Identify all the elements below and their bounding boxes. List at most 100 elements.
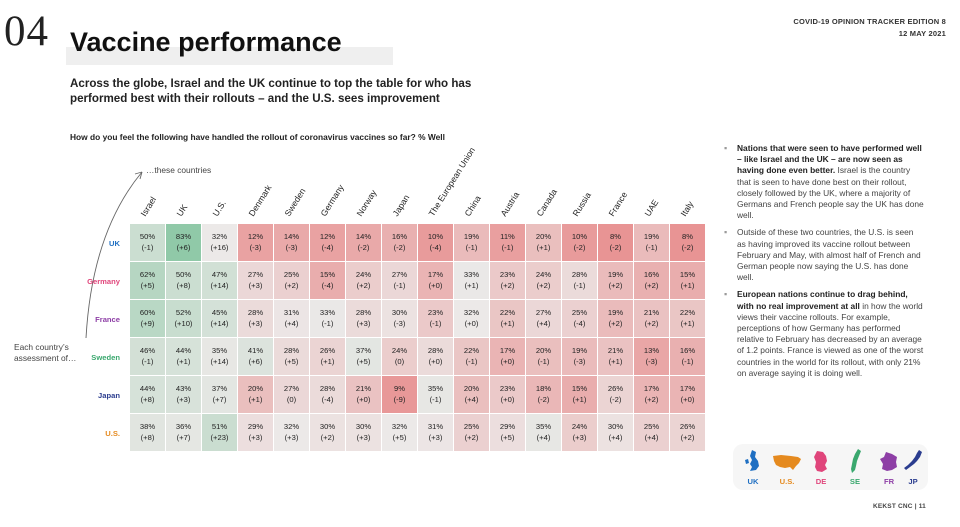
cell-change: (+8) [140, 433, 155, 442]
cell-percentage: 24% [355, 270, 372, 279]
cell-percentage: 52% [175, 308, 192, 317]
heatmap-cell: 19% (-3) [562, 338, 597, 375]
cell-percentage: 21% [607, 346, 624, 355]
cell-percentage: 33% [319, 308, 336, 317]
heatmap-cell: 35% (-1) [418, 376, 453, 413]
bullet-dot-icon: ▪ [724, 227, 728, 238]
commentary: ▪ Nations that were seen to have perform… [724, 143, 924, 385]
bullet-point: ▪ European nations continue to drag behi… [724, 289, 924, 379]
heatmap-cell: 16% (-1) [670, 338, 705, 375]
heatmap-cell: 50% (+8) [166, 262, 201, 299]
cell-change: (+1) [572, 395, 587, 404]
cell-percentage: 20% [535, 346, 552, 355]
cell-change: (+5) [392, 433, 407, 442]
heatmap-cell: 13% (-3) [634, 338, 669, 375]
bullet-bold-text: Nations that were seen to have performed… [737, 143, 922, 176]
heatmap-cell: 37% (+5) [346, 338, 381, 375]
heatmap-cell: 22% (-1) [454, 338, 489, 375]
cell-change: (-1) [465, 243, 478, 252]
heatmap-cell: 20% (+1) [238, 376, 273, 413]
legend-item-uk: UK [737, 444, 769, 490]
heatmap-cell: 19% (-1) [634, 224, 669, 261]
heatmap-cell: 17% (+0) [670, 376, 705, 413]
cell-change: (-3) [645, 357, 658, 366]
cell-change: (-2) [573, 243, 586, 252]
cell-change: (+2) [536, 281, 551, 290]
cell-change: (-4) [321, 395, 334, 404]
column-header-label: U.S. [210, 198, 228, 218]
edition-line: COVID-19 OPINION TRACKER EDITION 8 [793, 17, 946, 26]
heatmap-cell: 17% (+0) [418, 262, 453, 299]
cell-change: (+5) [140, 281, 155, 290]
cell-change: (-2) [609, 395, 622, 404]
cell-change: (+2) [644, 319, 659, 328]
heatmap-cell: 31% (+4) [274, 300, 309, 337]
cell-change: (+2) [608, 281, 623, 290]
cell-percentage: 30% [391, 308, 408, 317]
title-underline-band [66, 47, 393, 65]
cell-change: (+2) [500, 281, 515, 290]
cell-change: (+2) [608, 319, 623, 328]
cell-percentage: 29% [247, 422, 264, 431]
cell-change: (-3) [249, 243, 262, 252]
heatmap-cell: 36% (+7) [166, 414, 201, 451]
heatmap-cell: 20% (-1) [526, 338, 561, 375]
rows-axis-label: Each country’s assessment of… [14, 342, 77, 363]
cell-change: (+0) [500, 395, 515, 404]
column-header-label: Denmark [246, 183, 274, 218]
heatmap-cell: 25% (+2) [274, 262, 309, 299]
cell-change: (+0) [464, 319, 479, 328]
cell-change: (-1) [141, 357, 154, 366]
legend-label: UK [747, 477, 759, 486]
edition-date: 12 MAY 2021 [898, 29, 946, 38]
cell-percentage: 60% [139, 308, 156, 317]
heatmap-cell: 35% (+14) [202, 338, 237, 375]
heatmap-cell: 22% (+1) [670, 300, 705, 337]
heatmap-cell: 10% (-4) [418, 224, 453, 261]
cell-percentage: 14% [355, 232, 372, 241]
cell-percentage: 17% [427, 270, 444, 279]
heatmap-cell: 46% (-1) [130, 338, 165, 375]
cell-change: (-4) [321, 243, 334, 252]
heatmap-cell: 29% (+3) [238, 414, 273, 451]
heatmap-cell: 14% (-3) [274, 224, 309, 261]
heatmap-cell: 22% (+1) [490, 300, 525, 337]
column-header-label: Austria [498, 190, 522, 218]
cell-change: (-4) [573, 319, 586, 328]
heatmap-cell: 27% (-1) [382, 262, 417, 299]
heatmap-cell: 32% (+0) [454, 300, 489, 337]
cell-percentage: 8% [610, 232, 621, 241]
cell-percentage: 24% [571, 422, 588, 431]
japan-map-icon [904, 450, 922, 470]
column-header-label: Israel [138, 194, 159, 218]
cell-change: (+3) [248, 433, 263, 442]
footer-page-number: KEKST CNC | 11 [872, 503, 926, 510]
cell-change: (+16) [210, 243, 229, 252]
cell-change: (+3) [248, 281, 263, 290]
cell-percentage: 13% [643, 346, 660, 355]
heatmap-cell: 19% (+2) [598, 262, 633, 299]
heatmap-cell: 8% (-2) [598, 224, 633, 261]
heatmap-cell: 50% (-1) [130, 224, 165, 261]
cell-change: (+3) [248, 319, 263, 328]
heatmap-cell: 25% (+2) [454, 414, 489, 451]
cell-percentage: 20% [247, 384, 264, 393]
cell-change: (+6) [176, 243, 191, 252]
heatmap-cell: 12% (-4) [310, 224, 345, 261]
cell-change: (+2) [320, 433, 335, 442]
cell-change: (+8) [176, 281, 191, 290]
cell-percentage: 23% [499, 270, 516, 279]
cell-change: (-3) [285, 243, 298, 252]
bullet-text: in how the world views their vaccine rol… [737, 300, 924, 378]
heatmap-cell: 28% (+0) [418, 338, 453, 375]
row-label: France [95, 315, 120, 324]
cell-change: (-1) [681, 357, 694, 366]
cell-percentage: 28% [319, 384, 336, 393]
cell-change: (+5) [356, 357, 371, 366]
heatmap-cell: 23% (+2) [490, 262, 525, 299]
cell-percentage: 25% [283, 270, 300, 279]
heatmap-cell: 52% (+10) [166, 300, 201, 337]
heatmap-cell: 20% (+4) [454, 376, 489, 413]
cell-percentage: 22% [463, 346, 480, 355]
heatmap-cell: 41% (+6) [238, 338, 273, 375]
